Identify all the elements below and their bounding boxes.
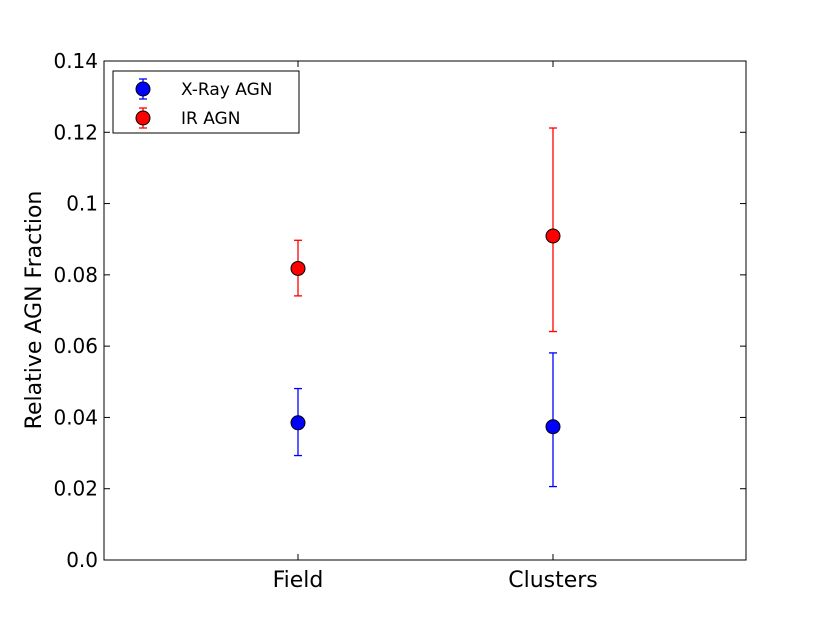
y-tick-label: 0.1 bbox=[66, 192, 98, 216]
y-tick-label: 0.06 bbox=[53, 334, 98, 358]
legend: X-Ray AGN IR AGN bbox=[112, 70, 300, 134]
data-point bbox=[290, 415, 306, 431]
y-axis-label: Relative AGN Fraction bbox=[22, 191, 47, 430]
y-tick-label: 0.12 bbox=[53, 120, 98, 144]
legend-label: X-Ray AGN bbox=[181, 80, 272, 100]
y-tick-label: 0.02 bbox=[53, 477, 98, 501]
data-point bbox=[545, 228, 561, 244]
plot-frame bbox=[103, 60, 747, 561]
y-tick-label: 0.04 bbox=[53, 405, 98, 429]
data-point bbox=[290, 260, 306, 276]
y-tick-label: 0.0 bbox=[66, 548, 98, 572]
data-point bbox=[545, 419, 561, 435]
legend-items: X-Ray AGN IR AGN bbox=[135, 78, 272, 129]
legend-label: IR AGN bbox=[181, 109, 240, 129]
legend-marker bbox=[135, 81, 151, 97]
x-tick-label: Clusters bbox=[508, 568, 598, 593]
errorbars-layer bbox=[294, 127, 557, 488]
y-tick-label: 0.14 bbox=[53, 49, 98, 73]
legend-marker bbox=[135, 110, 151, 126]
y-tick-label: 0.08 bbox=[53, 263, 98, 287]
ticks-layer: 0.0 0.02 0.04 0.06 0.08 0.1 0.12 0.14 Field Clust… bbox=[53, 49, 746, 593]
points-layer bbox=[290, 228, 561, 435]
x-tick-label: Field bbox=[273, 568, 324, 593]
